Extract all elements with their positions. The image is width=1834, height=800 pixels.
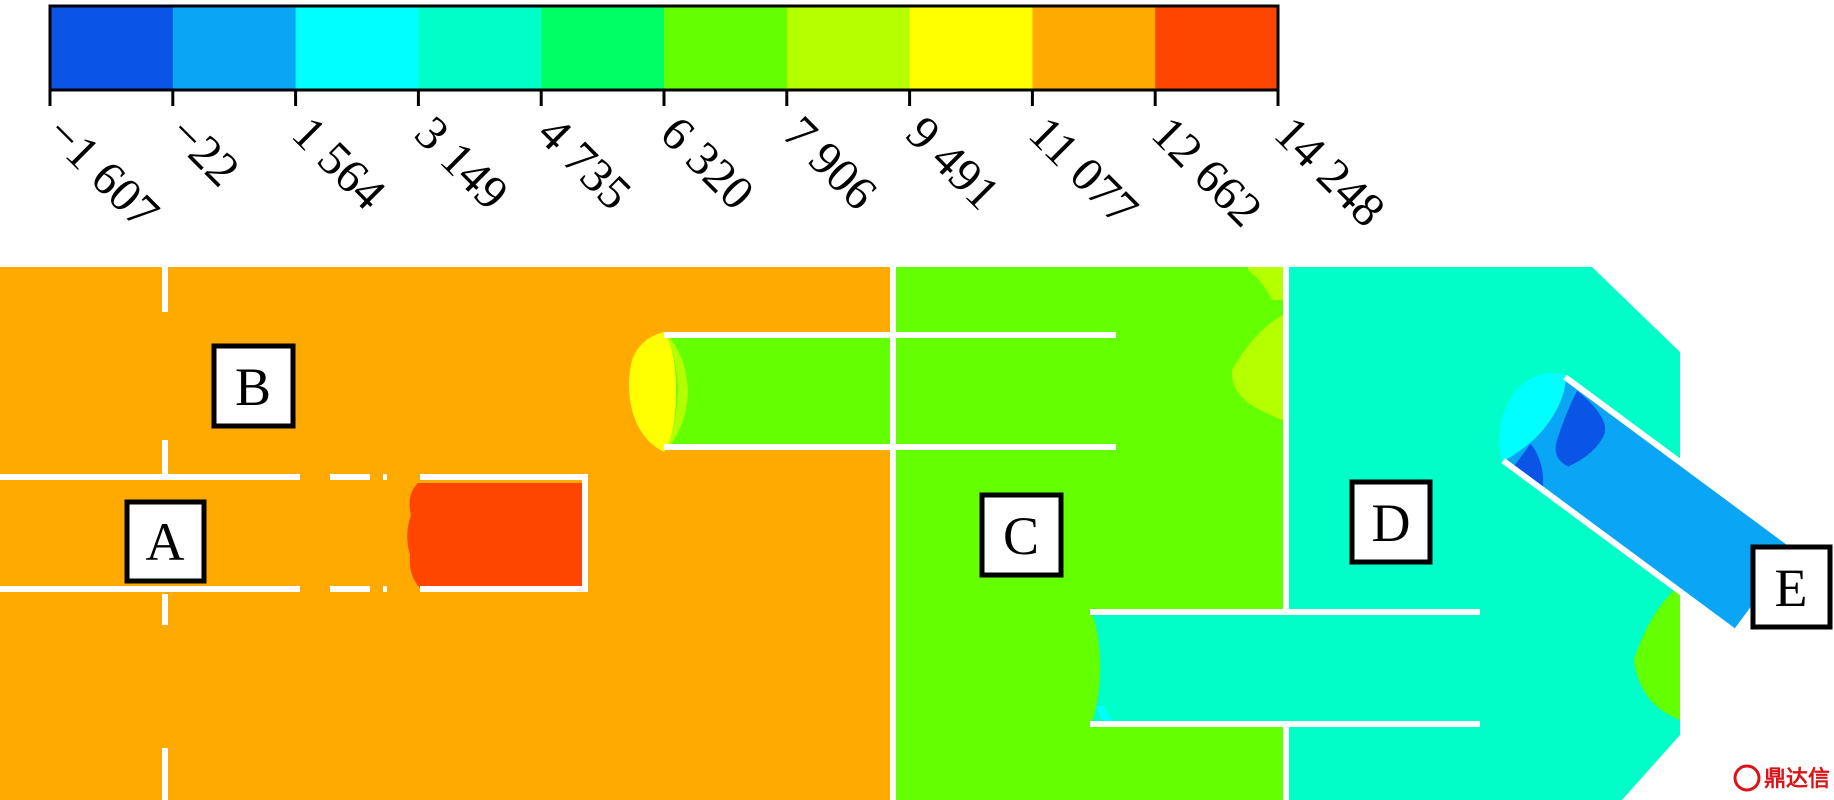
color-legend-ticks: −1 607−22 1 564 3 149 4 735 6 320 7 906 9 491 1… — [36, 90, 1395, 239]
svg-text:B: B — [235, 357, 271, 417]
color-legend-tick-label: 3 149 — [405, 106, 519, 220]
color-legend-swatch — [909, 6, 1033, 90]
color-legend-swatch — [1032, 6, 1156, 90]
baffle-walls — [0, 267, 1480, 800]
color-legend-tick-label: 4 735 — [527, 106, 641, 220]
zone-c-lime-patch-mid — [1231, 315, 1283, 420]
color-legend-tick-label: 1 564 — [282, 106, 396, 220]
outlet-duct-e — [1499, 372, 1797, 634]
outlet-deep-blue-patch-1 — [1555, 390, 1606, 467]
color-legend-swatch — [50, 6, 174, 90]
color-legend-tick-label: 7 906 — [773, 106, 887, 220]
label-e: E — [1750, 544, 1833, 630]
color-legend-swatch — [1155, 6, 1279, 90]
color-legend-tick-label: 6 320 — [650, 106, 764, 220]
color-legend-swatch — [172, 6, 297, 90]
zone-c-lime-patch-top — [1248, 267, 1283, 300]
zone-d-green-patch — [1634, 585, 1680, 720]
svg-text:D: D — [1372, 493, 1411, 553]
lower-channel-front-green — [1061, 609, 1100, 728]
svg-text:C: C — [1003, 506, 1039, 566]
color-legend-tick-label: 11 077 — [1019, 106, 1149, 236]
label-a: A — [124, 499, 207, 584]
upper-channel-front-lime — [664, 332, 688, 452]
color-legend-swatch — [786, 6, 911, 90]
lower-channel-teal — [1090, 612, 1480, 724]
svg-text:鼎达信: 鼎达信 — [1764, 766, 1830, 792]
color-legend-tick-label: 14 248 — [1264, 106, 1395, 237]
color-legend-tick-label: −22 — [159, 106, 250, 197]
label-d: D — [1349, 479, 1433, 565]
color-legend-swatch — [418, 6, 542, 90]
label-c: C — [979, 492, 1064, 578]
color-legend-swatch — [295, 6, 419, 90]
color-legend-tick-label: 12 662 — [1141, 106, 1272, 237]
color-legend-tick-label: 9 491 — [896, 106, 1010, 220]
watermark: 鼎达信 — [1733, 764, 1830, 792]
hotspot-red — [407, 483, 582, 588]
svg-text:A: A — [146, 512, 185, 572]
outlet-deep-blue-patch-2 — [1512, 443, 1544, 488]
color-legend-tick-label: −1 607 — [36, 106, 169, 239]
watermark-logo-icon — [1733, 764, 1761, 792]
color-legend-bar — [48, 4, 1280, 92]
outlet-inlet-cyan — [1499, 372, 1567, 463]
label-b: B — [211, 343, 296, 429]
color-legend-swatch — [541, 6, 665, 90]
color-legend-swatch — [664, 6, 788, 90]
svg-text:E: E — [1775, 558, 1808, 618]
upper-channel-front-yellow — [629, 332, 676, 452]
